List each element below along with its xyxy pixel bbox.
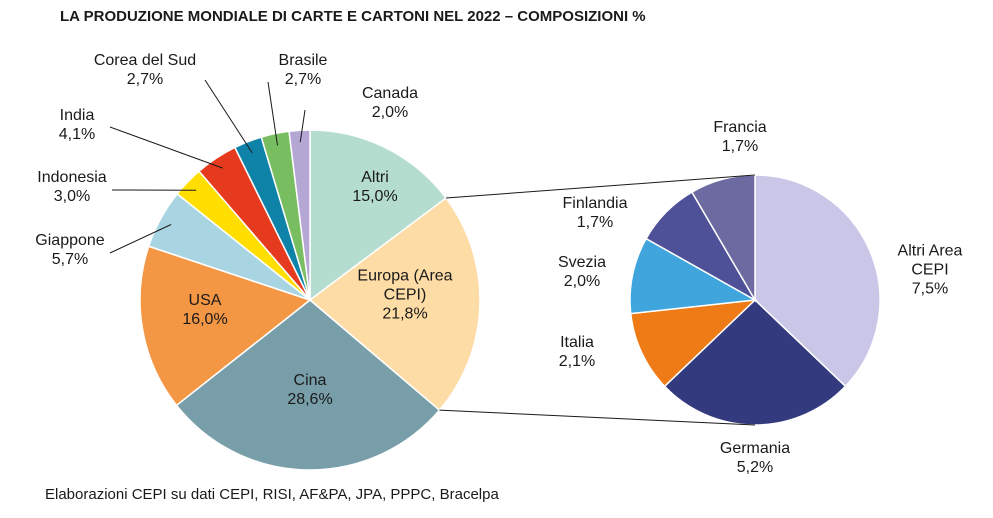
slice-label: Canada 2,0% (325, 84, 455, 122)
slice-value: 28,6% (287, 391, 333, 408)
leader-line (109, 126, 223, 169)
connector-line (439, 409, 756, 426)
pie-slice (309, 129, 448, 302)
slice-label: Giappone 5,7% (5, 231, 135, 269)
slice-value: 1,7% (576, 214, 614, 231)
slice-label: Svezia 2,0% (517, 253, 647, 291)
source-note: Elaborazioni CEPI su dati CEPI, RISI, AF… (45, 486, 499, 503)
slice-value: 21,8% (382, 305, 428, 323)
pie-slice (629, 299, 758, 388)
slice-value: 2,1% (558, 353, 596, 370)
pie-slice (754, 174, 881, 388)
slice-label: Germania 5,2% (690, 439, 820, 477)
slice-name: Svezia (557, 254, 607, 271)
slice-name: Brasile (278, 52, 328, 69)
slice-label: Finlandia 1,7% (530, 194, 660, 232)
leader-line (267, 81, 278, 146)
connector-line (445, 174, 756, 199)
chart-title: LA PRODUZIONE MONDIALE DI CARTE E CARTON… (60, 8, 646, 25)
slice-value: 5,7% (51, 251, 89, 268)
leader-line (204, 79, 253, 154)
slice-name: Giappone (35, 232, 105, 249)
slice-value: 2,7% (284, 71, 322, 88)
slice-name: Altri Area CEPI (897, 242, 963, 279)
slice-label: Francia 1,7% (675, 118, 805, 156)
slice-value: 2,0% (371, 104, 409, 121)
pie-slice (288, 129, 311, 301)
slice-label: Indonesia 3,0% (7, 168, 137, 206)
slice-name: Corea del Sud (93, 52, 197, 69)
slice-value: 15,0% (352, 188, 398, 205)
slice-name: Cina (293, 372, 327, 389)
slice-label: Cina 28,6% (245, 371, 375, 409)
slice-value: 16,0% (182, 311, 228, 328)
slice-value: 2,0% (563, 273, 601, 290)
slice-name: Altri (361, 169, 389, 186)
slice-label: Brasile 2,7% (238, 51, 368, 89)
slice-name: Europa (Area CEPI) (357, 267, 453, 304)
leader-line (109, 224, 172, 254)
slice-label: Europa (Area CEPI) 21,8% (355, 267, 455, 324)
leader-line (299, 109, 306, 143)
slice-label: Altri 15,0% (310, 168, 440, 206)
slice-name: USA (188, 292, 222, 309)
slice-value: 5,2% (736, 459, 774, 476)
slice-name: India (59, 107, 95, 124)
slice-name: Finlandia (562, 195, 628, 212)
slice-label: USA 16,0% (140, 291, 270, 329)
slice-value: 3,0% (53, 188, 91, 205)
slice-label: India 4,1% (12, 106, 142, 144)
slice-name: Italia (560, 334, 594, 351)
slice-name: Germania (719, 440, 791, 457)
slice-name: Canada (361, 85, 419, 102)
slice-label: Corea del Sud 2,7% (80, 51, 210, 89)
slice-label: Altri Area CEPI 7,5% (885, 242, 975, 299)
slice-label: Italia 2,1% (512, 333, 642, 371)
slice-name: Indonesia (37, 169, 107, 186)
pie-slice (175, 299, 441, 471)
pie-slice (629, 237, 758, 315)
pie-slice (308, 196, 481, 412)
slice-value: 2,7% (126, 71, 164, 88)
slice-value: 1,7% (721, 138, 759, 155)
slice-value: 4,1% (58, 126, 96, 143)
slice-value: 7,5% (911, 280, 949, 298)
slice-name: Francia (713, 119, 767, 136)
